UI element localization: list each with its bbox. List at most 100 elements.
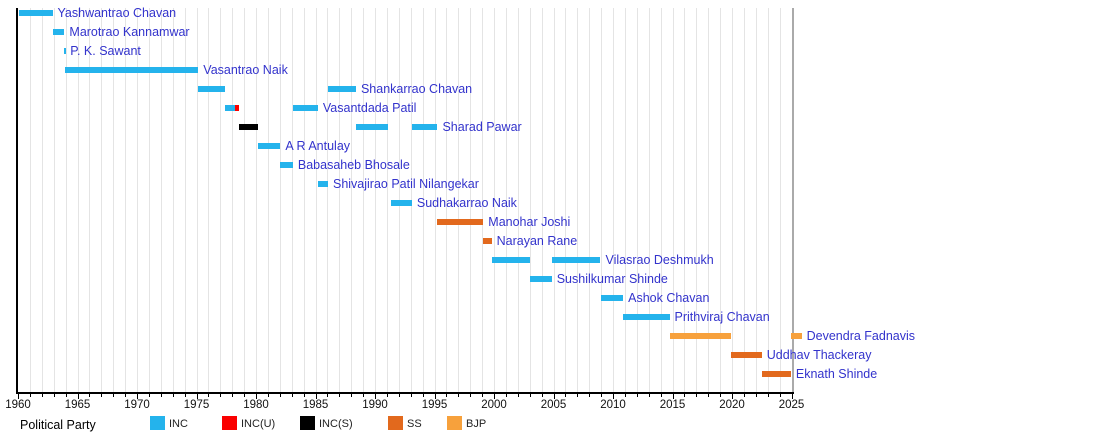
x-major-tick	[613, 394, 614, 399]
person-label[interactable]: Sushilkumar Shinde	[556, 272, 668, 286]
person-label[interactable]: Narayan Rane	[496, 234, 578, 248]
timeline-bar[interactable]	[64, 48, 67, 54]
person-label[interactable]: Vasantrao Naik	[203, 63, 288, 77]
timeline-bar[interactable]	[292, 105, 318, 111]
x-minor-tick	[101, 394, 103, 397]
gridline	[601, 8, 603, 392]
gridline	[767, 8, 769, 392]
person-label[interactable]: Vasantdada Patil	[322, 101, 417, 115]
x-minor-tick	[386, 394, 388, 397]
x-major-tick	[77, 394, 79, 399]
gridline	[256, 8, 257, 392]
person-label[interactable]: Sharad Pawar	[442, 120, 522, 134]
x-minor-tick	[458, 394, 460, 397]
x-minor-tick	[684, 394, 686, 397]
gridline	[577, 8, 579, 392]
person-label[interactable]: Shankarrao Chavan	[360, 82, 473, 96]
x-major-tick	[375, 394, 376, 399]
y-axis-line	[16, 8, 18, 394]
person-label[interactable]: P. K. Sawant	[70, 44, 141, 58]
timeline-bar[interactable]	[623, 314, 670, 320]
timeline-bar[interactable]	[411, 124, 438, 130]
x-tick-label: 1990	[362, 399, 388, 411]
timeline-bar[interactable]	[198, 86, 225, 92]
x-tick-label: 2015	[659, 399, 686, 411]
gridline	[232, 8, 234, 392]
timeline-bar[interactable]	[670, 333, 731, 339]
x-minor-tick	[601, 394, 603, 397]
timeline-bar[interactable]	[730, 352, 762, 358]
timeline-bar[interactable]	[355, 124, 389, 130]
x-tick-label: 1995	[421, 399, 448, 411]
x-tick-label: 2020	[719, 399, 745, 411]
gridline	[708, 8, 710, 392]
legend-swatch	[388, 416, 403, 430]
legend-swatch	[300, 416, 315, 430]
x-minor-tick	[422, 394, 424, 397]
person-label[interactable]: A R Antulay	[285, 139, 351, 153]
x-major-tick	[494, 394, 495, 399]
gridline	[446, 8, 448, 392]
timeline-bar[interactable]	[52, 29, 65, 35]
x-tick-label: 2000	[481, 399, 507, 411]
person-label[interactable]: Sudhakarrao Naik	[416, 196, 517, 210]
person-label[interactable]: Manohar Joshi	[488, 215, 571, 229]
person-label[interactable]: Prithviraj Chavan	[674, 310, 770, 324]
x-minor-tick	[648, 394, 650, 397]
legend-label: SS	[407, 418, 422, 430]
timeline-bar[interactable]	[224, 105, 235, 111]
timeline-bar[interactable]	[600, 295, 624, 301]
timeline-bar[interactable]	[258, 143, 281, 149]
gridline	[755, 8, 757, 392]
person-label[interactable]: Yashwantrao Chavan	[57, 6, 177, 20]
person-label[interactable]: Devendra Fadnavis	[806, 329, 916, 343]
gridline	[184, 8, 186, 392]
gridline	[660, 8, 662, 392]
x-tick-label: 1975	[183, 399, 210, 411]
x-minor-tick	[565, 394, 567, 397]
gridline	[482, 8, 484, 392]
timeline-bar[interactable]	[19, 10, 53, 16]
timeline-bar[interactable]	[317, 181, 328, 187]
person-label[interactable]: Eknath Shinde	[795, 367, 878, 381]
person-label[interactable]: Vilasrao Deshmukh	[605, 253, 714, 267]
x-tick-label: 1985	[302, 399, 329, 411]
person-label[interactable]: Uddhav Thackeray	[766, 348, 872, 362]
timeline-bar[interactable]	[483, 238, 492, 244]
person-label[interactable]: Shivajirao Patil Nilangekar	[332, 177, 479, 191]
gridline	[220, 8, 222, 392]
timeline-bar[interactable]	[761, 371, 791, 377]
gridline	[125, 8, 127, 392]
gridline	[458, 8, 460, 392]
person-label[interactable]: Ashok Chavan	[628, 291, 710, 305]
timeline-bar[interactable]	[65, 67, 199, 73]
timeline-bar[interactable]	[327, 86, 356, 92]
gridline	[684, 8, 686, 392]
gridline	[434, 8, 436, 392]
x-minor-tick	[244, 394, 246, 397]
plot-right-border	[792, 8, 794, 392]
gridline	[53, 8, 55, 392]
timeline-bar[interactable]	[551, 257, 601, 263]
gridline	[29, 8, 31, 392]
timeline-bar[interactable]	[391, 200, 412, 206]
timeline-bar[interactable]	[491, 257, 531, 263]
timeline-bar[interactable]	[239, 124, 258, 130]
gridline	[303, 8, 305, 392]
x-minor-tick	[743, 394, 745, 397]
gridline	[172, 8, 174, 392]
timeline-bar[interactable]	[530, 276, 552, 282]
person-label[interactable]: Babasaheb Bhosale	[297, 158, 410, 172]
x-tick-label: 2005	[540, 399, 567, 411]
person-label[interactable]: Marotrao Kannamwar	[69, 25, 190, 39]
timeline-bar[interactable]	[790, 333, 802, 339]
x-minor-tick	[708, 394, 710, 397]
timeline-bar[interactable]	[437, 219, 484, 225]
gridline	[553, 8, 555, 392]
gridline	[244, 8, 246, 392]
timeline-bar[interactable]	[280, 162, 293, 168]
timeline-bar[interactable]	[234, 105, 240, 111]
x-minor-tick	[208, 394, 210, 397]
x-minor-tick	[303, 394, 305, 397]
